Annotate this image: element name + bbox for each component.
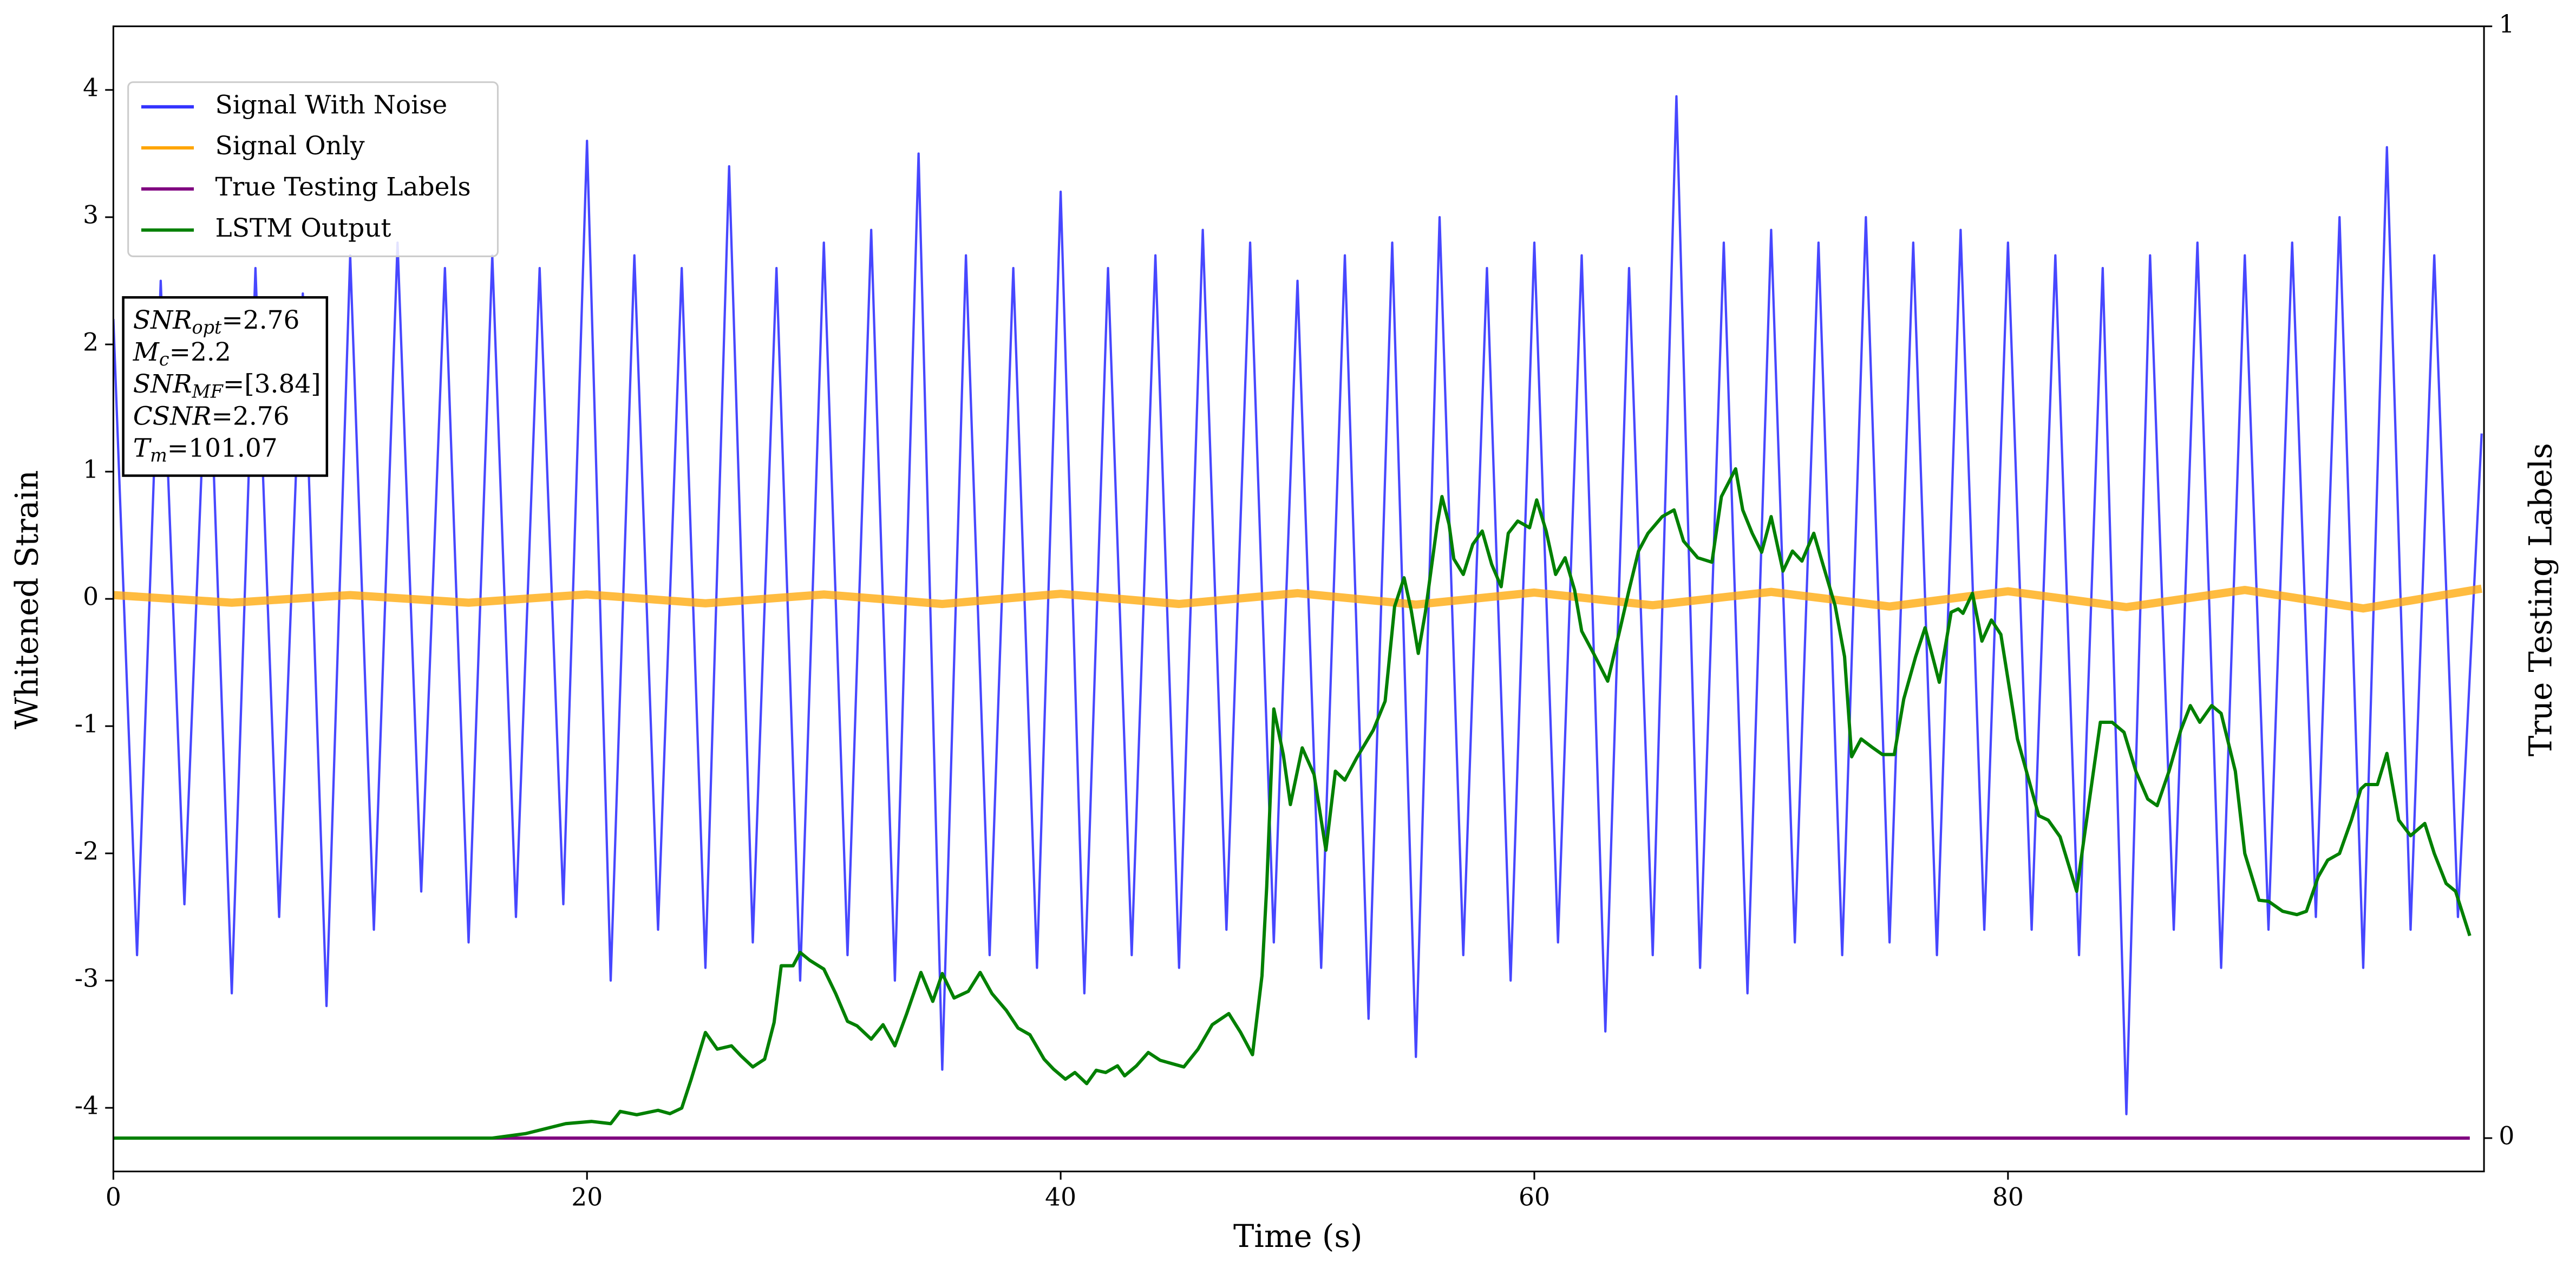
legend-box <box>127 81 499 257</box>
annotation-subscript: opt <box>192 317 222 338</box>
annotation-symbol: SNR <box>133 305 192 335</box>
y-tick-label: -2 <box>75 837 99 866</box>
annotation-line: SNRMF=[3.84] <box>133 369 321 402</box>
annotation-value: =2.76 <box>212 401 290 431</box>
annotation-subscript: m <box>150 445 167 466</box>
series-line <box>113 95 2483 1115</box>
y-tick-label: 4 <box>83 74 99 102</box>
annotation-value: =[3.84] <box>223 369 321 399</box>
legend-label: Signal With Noise <box>215 90 448 120</box>
annotation-symbol: T <box>133 433 152 463</box>
y2-tick-label: 0 <box>2499 1122 2514 1151</box>
series-line <box>113 467 2472 1140</box>
legend: Signal With Noise Signal Only True Testing… <box>127 81 499 257</box>
y-tick-label: -4 <box>75 1092 99 1120</box>
annotation-frame <box>122 296 329 477</box>
x-tick-label: 20 <box>571 1183 603 1212</box>
annotation-value: =2.76 <box>221 305 299 335</box>
y2-axis-title: True Testing Labels <box>2522 443 2559 756</box>
annotation-symbol: M <box>133 337 160 367</box>
annotation-line: Mc=2.2 <box>133 337 231 370</box>
y-tick-label: -1 <box>75 710 99 739</box>
x-tick-label: 80 <box>1992 1183 2024 1212</box>
y-tick-label: -3 <box>75 964 99 993</box>
annotation-subscript: MF <box>192 381 224 402</box>
legend-label: Signal Only <box>215 131 365 161</box>
annotation-symbol: SNR <box>133 369 192 399</box>
x-tick-label: 0 <box>106 1183 121 1212</box>
annotation-line: CSNR=2.76 <box>133 401 290 431</box>
annotation-value: =2.2 <box>169 337 231 367</box>
annotation-box: SNRopt=2.76Mc=2.2SNRMF=[3.84]CSNR=2.76Tm… <box>122 296 329 477</box>
annotation-value: =101.07 <box>167 433 278 463</box>
plot-area <box>113 95 2483 1140</box>
legend-label: True Testing Labels <box>215 172 471 202</box>
y2-tick-label: 1 <box>2499 10 2514 38</box>
annotation-line: Tm=101.07 <box>133 433 278 466</box>
x-axis-title: Time (s) <box>1233 1218 1363 1255</box>
series-line <box>113 584 2482 613</box>
y-tick-label: 3 <box>83 201 99 230</box>
y-tick-label: 1 <box>83 455 99 484</box>
x-tick-label: 60 <box>1519 1183 1550 1212</box>
y-axis-title: Whitened Strain <box>9 470 45 729</box>
annotation-line: SNRopt=2.76 <box>133 305 300 338</box>
annotation-subscript: c <box>159 349 169 370</box>
x-tick-label: 40 <box>1045 1183 1076 1212</box>
y-tick-label: 0 <box>83 583 99 611</box>
y-tick-label: 2 <box>83 328 99 357</box>
legend-label: LSTM Output <box>215 213 391 243</box>
annotation-symbol: CSNR <box>133 401 212 431</box>
